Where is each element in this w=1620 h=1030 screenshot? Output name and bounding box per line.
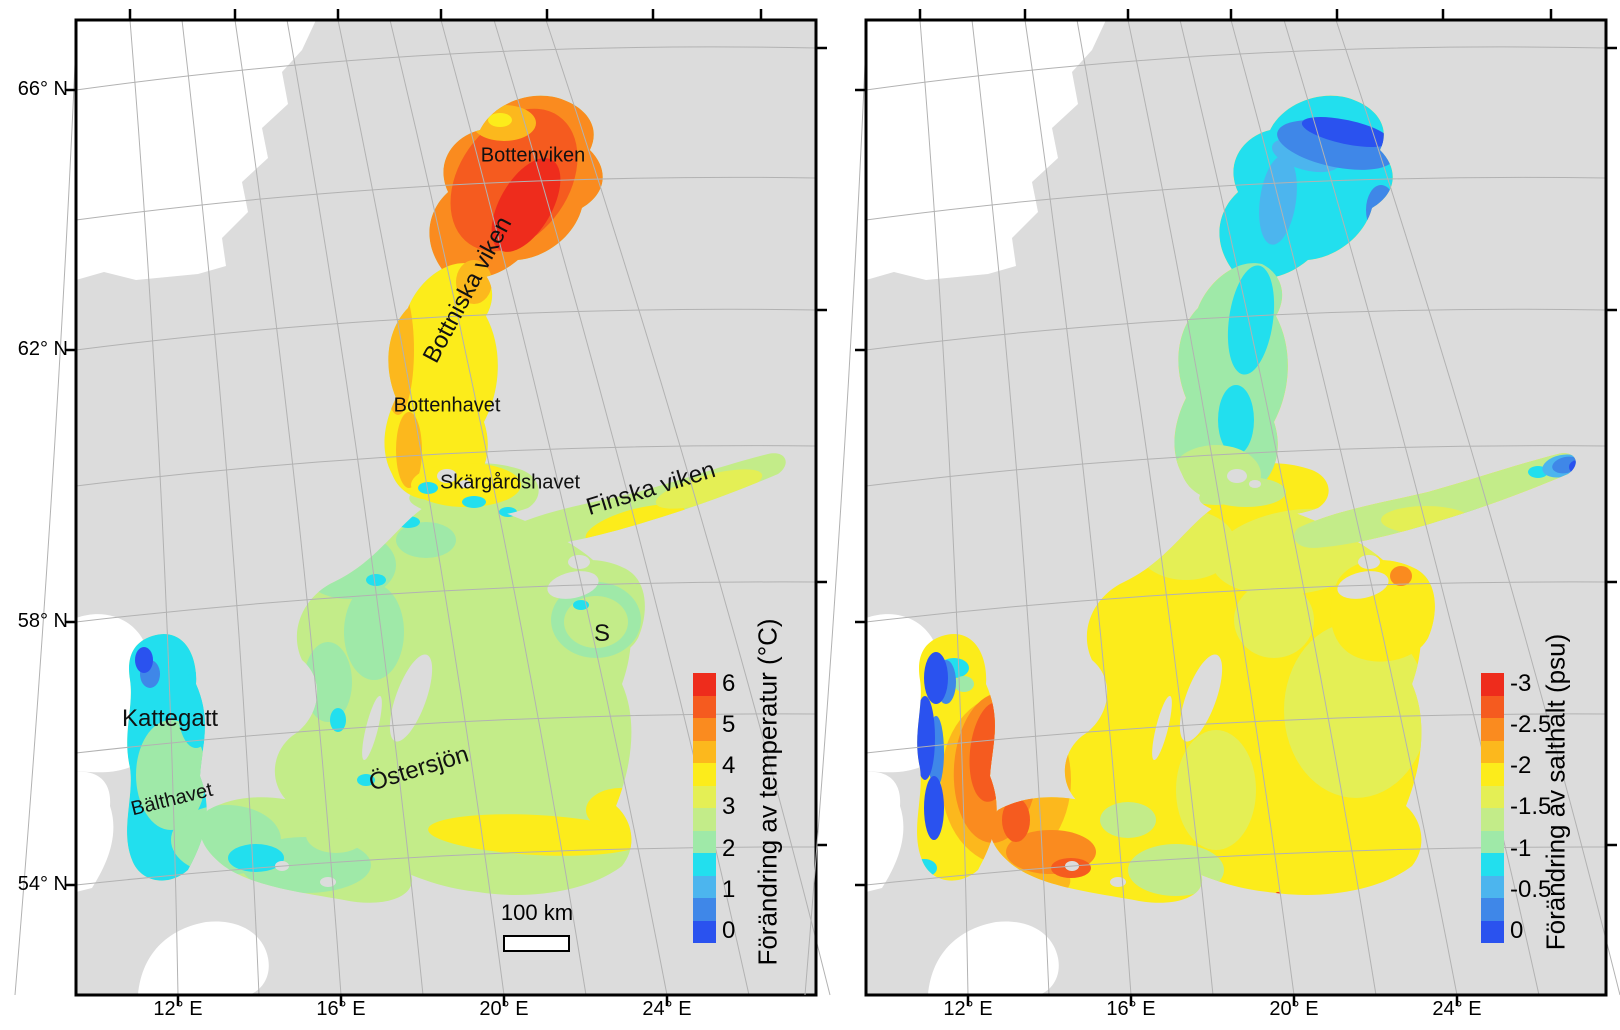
lon-label-salt-12e: 12° E — [943, 998, 993, 1020]
salinity-colorbar — [1481, 673, 1504, 943]
region-bottenviken — [429, 95, 603, 279]
lon-label-salt-20e: 20° E — [1269, 998, 1319, 1020]
colorbar-segment — [693, 830, 716, 853]
colorbar-segment — [693, 920, 716, 943]
colorbar-segment — [693, 898, 716, 921]
colorbar-segment — [1481, 875, 1504, 898]
lon-label-temp-24e: 24° E — [642, 998, 692, 1020]
legend-tick: -1 — [1510, 835, 1532, 862]
colorbar-segment — [1481, 898, 1504, 921]
legend-tick: 3 — [722, 793, 736, 820]
map-frame — [864, 18, 1608, 997]
lon-label-salt-24e: 24° E — [1432, 998, 1482, 1020]
legend-tick: -0.5 — [1510, 876, 1552, 903]
colorbar-segment — [693, 695, 716, 718]
legend-tick: -1.5 — [1510, 793, 1552, 820]
legend-tick: 6 — [722, 670, 736, 697]
salinity-map-panel: -3 -2.5 -2 -1.5 -1 -0.5 0 Förändring av … — [804, 7, 1620, 1008]
region-riga — [551, 582, 641, 658]
legend-tick: -3 — [1510, 670, 1532, 697]
colorbar-segment — [1481, 853, 1504, 876]
colorbar-segment — [1481, 830, 1504, 853]
colorbar-segment — [1481, 785, 1504, 808]
colorbar-segment — [1481, 920, 1504, 943]
region-kattegatt — [127, 634, 371, 903]
colorbar-segment — [693, 785, 716, 808]
scalebar — [503, 935, 570, 952]
lat-label-62n: 62° N — [17, 338, 68, 360]
lon-label-temp-16e: 16° E — [316, 998, 366, 1020]
sea-label-kattegatt: Kattegatt — [121, 705, 219, 732]
lat-label-66n: 66° N — [17, 78, 68, 100]
sea-label-bottenhavet: Bottenhavet — [393, 394, 501, 417]
salinity-legend-title: Förändring av salthalt (psu) — [1540, 633, 1571, 951]
colorbar-segment — [1481, 763, 1504, 786]
colorbar-segment — [1481, 808, 1504, 831]
temperature-colorbar — [693, 673, 716, 943]
region-bottenhavet — [1171, 263, 1288, 507]
colorbar-segment — [1481, 695, 1504, 718]
sea-label-s: S — [593, 620, 611, 647]
colorbar-segment — [693, 740, 716, 763]
temperature-legend-title: Förändring av temperatur (°C) — [752, 618, 783, 966]
colorbar-segment — [1481, 718, 1504, 741]
temperature-map-panel: Bottenviken Bottniska viken Bottenhavet … — [14, 7, 831, 1008]
colorbar-segment — [693, 875, 716, 898]
lon-label-temp-20e: 20° E — [479, 998, 529, 1020]
colorbar-segment — [693, 763, 716, 786]
salinity-map — [804, 7, 1620, 1008]
colorbar-segment — [693, 718, 716, 741]
colorbar-segment — [1481, 673, 1504, 696]
sea-label-bottenviken: Bottenviken — [480, 144, 586, 167]
colorbar-segment — [693, 808, 716, 831]
region-bottenviken — [1219, 95, 1396, 279]
legend-tick: -2 — [1510, 752, 1532, 779]
legend-tick: 2 — [722, 835, 736, 862]
colorbar-segment — [693, 673, 716, 696]
legend-tick: 0 — [722, 917, 736, 944]
scalebar-label: 100 km — [500, 900, 574, 925]
lat-label-54n: 54° N — [17, 873, 68, 895]
legend-tick: 4 — [722, 752, 736, 779]
sea-label-skargardshavet: Skärgårdshavet — [439, 471, 581, 494]
temperature-map — [14, 7, 831, 1008]
lat-label-58n: 58° N — [17, 610, 68, 632]
legend-tick: 0 — [1510, 917, 1524, 944]
legend-tick: -2.5 — [1510, 711, 1552, 738]
colorbar-segment — [1481, 740, 1504, 763]
colorbar-segment — [693, 853, 716, 876]
lon-label-temp-12e: 12° E — [153, 998, 203, 1020]
legend-tick: 1 — [722, 876, 736, 903]
map-frame — [74, 18, 818, 997]
lon-label-salt-16e: 16° E — [1106, 998, 1156, 1020]
legend-tick: 5 — [722, 711, 736, 738]
